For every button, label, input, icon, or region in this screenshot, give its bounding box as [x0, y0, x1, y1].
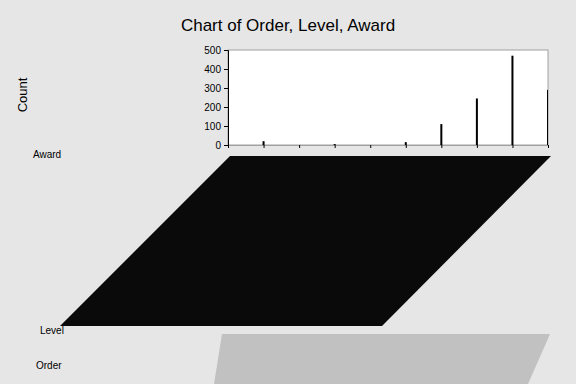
- row-label: Level: [40, 325, 64, 336]
- y-tick-mark: [224, 107, 228, 108]
- y-axis-title: Count: [15, 77, 30, 112]
- bar: [547, 90, 548, 145]
- y-tick-label: 300: [204, 83, 221, 94]
- y-tick: 500: [204, 45, 228, 56]
- y-tick-label: 200: [204, 102, 221, 113]
- x-tick: [299, 145, 300, 148]
- x-tick: [441, 145, 442, 148]
- bar: [298, 145, 300, 146]
- y-tick-mark: [224, 88, 228, 89]
- row-label: Award: [33, 149, 61, 160]
- y-tick-label: 400: [204, 64, 221, 75]
- y-tick-mark: [224, 126, 228, 127]
- plot-area: [228, 50, 548, 145]
- y-tick: 200: [204, 102, 228, 113]
- x-tick-mark: [406, 145, 407, 148]
- x-tick-mark: [548, 145, 549, 148]
- bar: [263, 141, 265, 145]
- bar: [440, 124, 442, 145]
- x-axis-line: [229, 146, 549, 149]
- x-axis: [229, 145, 549, 148]
- x-tick-mark: [477, 145, 478, 148]
- x-tick: [335, 145, 336, 148]
- x-tick: [264, 145, 265, 148]
- y-tick-label: 0: [215, 140, 221, 151]
- y-tick: 400: [204, 64, 228, 75]
- x-tick-mark: [228, 145, 229, 148]
- bar: [476, 98, 478, 145]
- x-tick-mark: [512, 145, 513, 148]
- overlapping-labels: [214, 334, 550, 384]
- x-tick: [370, 145, 371, 148]
- y-tick-label: 100: [204, 121, 221, 132]
- x-tick-mark: [441, 145, 442, 148]
- chart: Chart of Order, Level, Award Count Award Le…: [0, 0, 576, 384]
- bar: [228, 145, 229, 146]
- title: Chart of Order, Level, Award: [181, 16, 395, 35]
- y-axis: 0 100 200 300 400 500: [204, 45, 228, 151]
- x-tick-mark: [264, 145, 265, 148]
- x-tick: [548, 145, 549, 148]
- y-tick: 300: [204, 83, 228, 94]
- x-tick-mark: [335, 145, 336, 148]
- y-axis-line: [224, 51, 229, 146]
- x-tick: [512, 145, 513, 148]
- x-tick: [406, 145, 407, 148]
- y-tick: 100: [204, 121, 228, 132]
- bar: [405, 142, 407, 145]
- bars: [263, 56, 548, 145]
- background: [0, 0, 576, 384]
- y-tick-label: 500: [204, 45, 221, 56]
- row-label: Order: [36, 360, 62, 371]
- bar: [334, 144, 336, 145]
- y-tick-mark: [224, 50, 228, 51]
- x-tick: [228, 145, 229, 148]
- x-tick-mark: [370, 145, 371, 148]
- y-tick: 0: [215, 140, 228, 151]
- y-tick-mark: [224, 145, 228, 146]
- overlapping-labels: [60, 156, 551, 326]
- y-tick-mark: [224, 69, 228, 70]
- x-tick-mark: [299, 145, 300, 148]
- bar: [511, 56, 513, 145]
- x-tick: [477, 145, 478, 148]
- bar: [369, 145, 371, 146]
